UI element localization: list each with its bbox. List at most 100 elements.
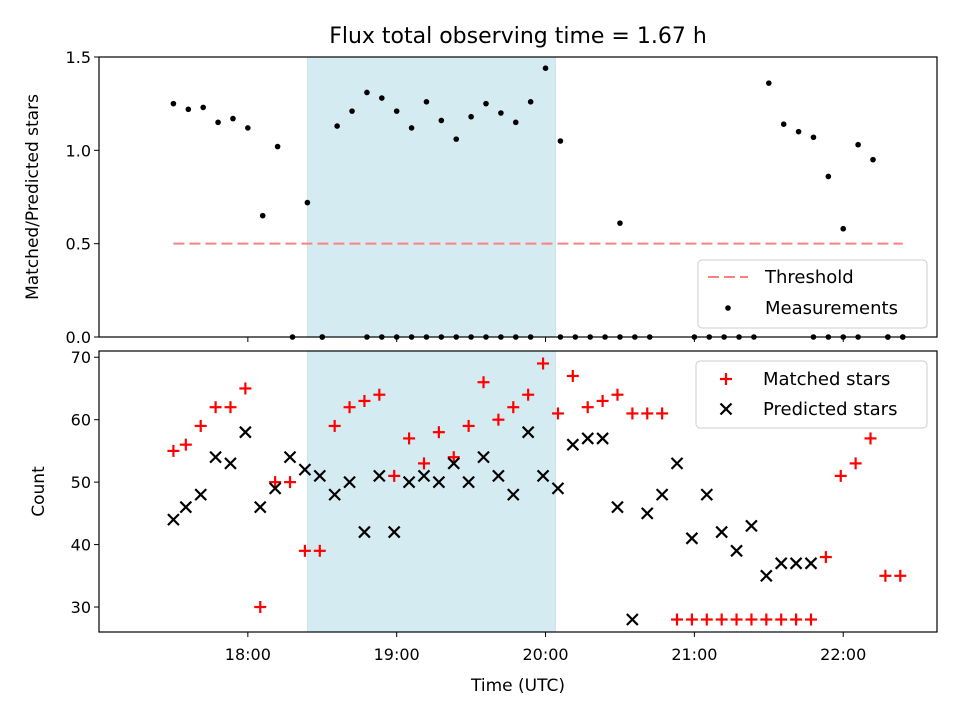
predicted-star-point xyxy=(313,469,327,483)
matched-star-point xyxy=(745,613,758,626)
matched-star-point xyxy=(403,432,416,445)
predicted-star-marker-b xyxy=(536,469,550,483)
predicted-star-marker-b xyxy=(596,432,609,445)
predicted-star-point xyxy=(268,482,282,495)
matched-star-point xyxy=(373,388,386,401)
top-y-ticks: 0.0 0.5 1.0 1.5 xyxy=(66,48,99,347)
chart-title: Flux total observing time = 1.67 h xyxy=(329,24,707,49)
measurement-point xyxy=(379,95,385,101)
measurement-point xyxy=(542,65,549,71)
predicted-star-marker-b xyxy=(566,438,580,451)
matched-star-point xyxy=(864,432,877,445)
predicted-star-marker-b xyxy=(507,488,520,501)
predicted-star-point xyxy=(373,469,386,483)
matched-star-point xyxy=(790,613,803,626)
predicted-star-point xyxy=(611,500,624,514)
predicted-star-marker-b xyxy=(462,475,475,489)
bottom-axes-frame xyxy=(98,350,938,633)
predicted-star-marker-b xyxy=(730,544,743,558)
predicted-star-point xyxy=(194,488,207,501)
measurement-point xyxy=(408,125,415,131)
measurement-point xyxy=(185,106,192,113)
top-y-axis-label: Matched/Predicted stars xyxy=(23,94,43,300)
predicted-star-point xyxy=(596,432,609,445)
matched-star-point xyxy=(194,419,207,432)
matched-star-point xyxy=(209,401,222,414)
measurement-point xyxy=(334,123,340,129)
matched-star-point xyxy=(730,613,743,626)
matched-star-point xyxy=(447,451,460,464)
measurement-point xyxy=(259,212,266,219)
predicted-star-marker-b xyxy=(640,507,654,520)
matched-star-point xyxy=(551,407,564,420)
measurement-point xyxy=(780,121,787,127)
matched-star-point xyxy=(328,419,341,432)
predicted-star-point xyxy=(298,463,312,476)
legend-threshold-label: Threshold xyxy=(764,267,854,288)
top-y-tick-label: 1.5 xyxy=(66,48,91,67)
predicted-star-marker-b xyxy=(239,425,252,439)
measurement-point xyxy=(617,220,623,226)
top-x-ticks xyxy=(247,337,844,342)
predicted-star-point xyxy=(730,544,743,558)
measurement-point xyxy=(364,89,370,96)
measurement-point xyxy=(230,115,236,122)
measurement-point xyxy=(557,138,564,144)
predicted-star-marker-b xyxy=(581,432,594,445)
predicted-star-marker-b xyxy=(700,488,714,501)
matched-star-point xyxy=(537,357,550,370)
top-points xyxy=(170,65,906,340)
measurement-point xyxy=(498,110,504,116)
predicted-star-point xyxy=(462,475,475,489)
predicted-star-point xyxy=(670,457,684,470)
predicted-star-point xyxy=(167,513,180,526)
bottom-legend-box xyxy=(695,360,928,429)
observing-span-bottom xyxy=(306,350,556,633)
measurement-point xyxy=(483,100,489,107)
bottom-y-tick-label: 30 xyxy=(71,598,91,617)
measurement-point xyxy=(274,143,281,150)
matched-star-point xyxy=(284,476,297,489)
bottom-points xyxy=(167,357,907,626)
predicted-star-marker-b xyxy=(402,475,416,489)
predicted-star-marker-b xyxy=(551,482,565,495)
x-tick-label: 22:00 xyxy=(820,645,866,664)
predicted-star-point xyxy=(581,432,594,445)
matched-star-point xyxy=(179,438,192,451)
matched-star-point xyxy=(775,613,788,626)
bottom-y-tick-label: 40 xyxy=(71,536,91,555)
predicted-star-point xyxy=(343,475,356,489)
matched-star-point xyxy=(358,394,371,407)
measurement-point xyxy=(438,117,445,124)
predicted-star-point xyxy=(417,469,431,483)
matched-star-point xyxy=(626,407,639,420)
predicted-star-point xyxy=(700,488,714,501)
matched-star-point xyxy=(254,601,267,614)
measurement-point xyxy=(855,141,861,148)
x-tick-label: 19:00 xyxy=(374,645,420,664)
measurement-point xyxy=(170,100,177,107)
x-axis-label: Time (UTC) xyxy=(470,676,565,696)
predicted-star-marker-b xyxy=(492,469,505,483)
matched-star-point xyxy=(224,401,237,414)
predicted-star-point xyxy=(804,557,818,570)
measurement-point xyxy=(468,113,474,120)
predicted-star-marker-b xyxy=(167,513,180,526)
predicted-star-marker-b xyxy=(521,425,535,439)
predicted-star-point xyxy=(432,475,446,489)
matched-star-point xyxy=(566,369,579,382)
top-y-tick-label: 1.0 xyxy=(66,141,91,160)
matched-star-point xyxy=(596,394,609,407)
bottom-y-tick-label: 70 xyxy=(71,348,91,367)
matched-star-point xyxy=(685,613,698,626)
matched-star-point xyxy=(477,376,490,389)
bottom-x-ticks: 18:00 19:00 20:00 21:00 22:00 xyxy=(225,632,866,664)
top-y-tick-label: 0.5 xyxy=(66,235,91,254)
predicted-star-marker-b xyxy=(194,488,207,501)
measurement-point xyxy=(304,199,311,206)
predicted-star-point xyxy=(253,500,267,514)
matched-star-point xyxy=(417,457,430,470)
predicted-star-marker-b xyxy=(358,525,371,539)
measurement-point xyxy=(810,134,817,141)
predicted-star-marker-b xyxy=(298,463,312,476)
